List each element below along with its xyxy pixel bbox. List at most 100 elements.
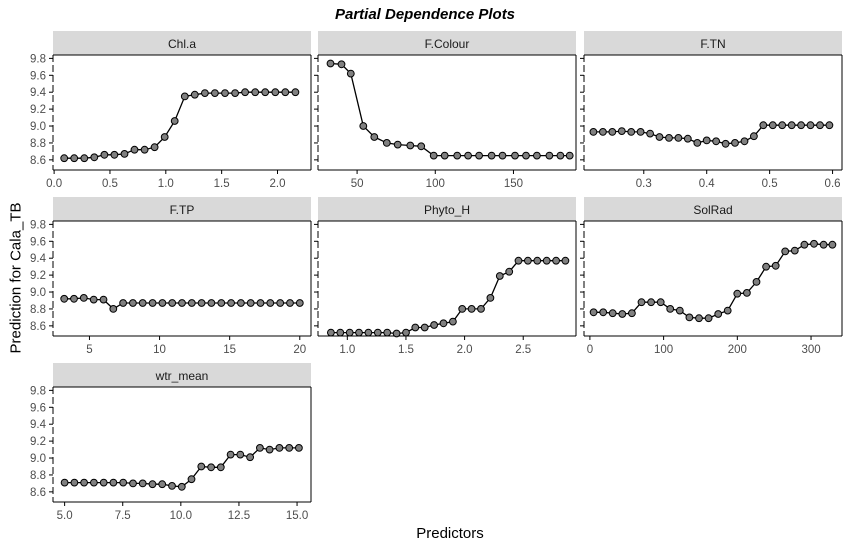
data-point	[392, 329, 401, 338]
data-point	[231, 89, 240, 97]
data-point	[140, 145, 149, 154]
data-point	[246, 299, 255, 307]
data-point	[177, 482, 186, 491]
y-axis-label: Prediction for Cala_TB	[7, 202, 25, 354]
x-tick-label: 100	[654, 344, 673, 356]
data-point	[487, 151, 496, 160]
data-point	[411, 323, 420, 332]
data-point	[406, 141, 415, 150]
data-point	[511, 151, 519, 160]
data-point	[627, 128, 636, 136]
data-point	[449, 317, 457, 326]
data-point	[524, 256, 532, 265]
data-point	[197, 299, 206, 307]
data-point	[60, 478, 69, 487]
data-point	[420, 323, 429, 332]
y-tick-label: 9.8	[30, 385, 46, 397]
panel-f-tp: F.TP 8.6 8.8 9.0 9.2 9.4 9.6 9.8 5 10 15 20	[30, 197, 312, 356]
x-tick-label: 20	[293, 344, 306, 356]
data-point	[251, 88, 260, 97]
data-point	[552, 256, 560, 265]
data-point	[276, 299, 285, 307]
data-point	[800, 240, 809, 249]
data-point	[561, 256, 570, 265]
data-point	[226, 450, 235, 459]
y-tick-label: 8.8	[30, 138, 46, 150]
x-tick-label: 2.0	[269, 178, 285, 190]
x-tick-label: 0.5	[102, 178, 118, 190]
series-line-chl-a	[64, 91, 296, 159]
x-tick-label: 200	[728, 344, 747, 356]
data-point	[160, 133, 169, 141]
data-point	[599, 128, 607, 136]
data-point	[148, 480, 157, 489]
data-point	[743, 289, 751, 297]
data-point	[237, 299, 245, 307]
panel-chl-a: Chl.a 8.6 8.8 9.0 9.2 9.4 9.6 9.8 0.0 0.5 1.0 1.5 2.…	[30, 31, 312, 190]
data-point	[636, 128, 645, 136]
data-point	[90, 478, 98, 487]
x-tick-label: 2.5	[515, 344, 531, 356]
data-point	[138, 299, 147, 307]
data-point	[637, 298, 646, 307]
data-point	[655, 133, 664, 141]
y-tick-label: 8.6	[30, 487, 46, 499]
data-point	[295, 444, 303, 452]
y-tick-label: 9.6	[30, 70, 46, 82]
panel-strip-label: F.TP	[170, 203, 195, 217]
data-point	[464, 151, 473, 160]
data-point	[723, 306, 732, 315]
data-point	[120, 150, 129, 158]
data-point	[275, 444, 284, 452]
data-point	[458, 305, 467, 313]
x-tick-label: 15	[223, 344, 236, 356]
data-point	[345, 328, 354, 337]
x-tick-label: 0.6	[825, 178, 841, 190]
data-point	[383, 328, 392, 337]
data-point	[109, 305, 118, 313]
panel-strip	[584, 197, 842, 221]
data-point	[99, 478, 108, 487]
data-point	[545, 151, 554, 160]
data-point	[647, 298, 655, 307]
data-point	[816, 121, 824, 130]
data-point	[712, 137, 720, 146]
data-point	[187, 475, 196, 484]
data-point	[70, 294, 78, 303]
data-point	[495, 272, 504, 280]
panel-solrad: SolRad 0 100 200 300	[580, 197, 843, 356]
data-point	[291, 88, 300, 97]
data-point	[704, 314, 713, 323]
data-point	[439, 319, 448, 328]
data-point	[752, 278, 761, 286]
data-point	[119, 299, 127, 307]
data-point	[542, 256, 551, 265]
y-tick-label: 9.8	[30, 53, 46, 65]
data-point	[617, 127, 626, 136]
y-tick-label: 9.2	[30, 270, 46, 282]
panel-strip	[53, 197, 311, 221]
y-tick-label: 8.8	[30, 470, 46, 482]
data-point	[79, 294, 88, 302]
data-point	[768, 121, 777, 130]
x-tick-label: 10	[153, 344, 166, 356]
y-tick-label: 9.6	[30, 236, 46, 248]
data-point	[674, 134, 683, 142]
data-point	[207, 299, 216, 307]
data-point	[402, 328, 410, 337]
data-point	[60, 154, 69, 163]
panel-strip	[318, 197, 576, 221]
panel-strip-label: F.TN	[700, 37, 725, 51]
panel-strip	[53, 363, 311, 387]
data-point	[190, 90, 199, 99]
x-tick-label: 100	[426, 178, 445, 190]
data-point	[810, 239, 818, 248]
y-tick-label: 8.6	[30, 155, 46, 167]
data-point	[207, 463, 216, 472]
data-point	[628, 309, 636, 318]
data-point	[346, 69, 355, 78]
data-point	[285, 444, 294, 452]
x-axis-label: Predictors	[416, 525, 484, 542]
x-tick-label: 2.0	[457, 344, 473, 356]
y-tick-label: 9.2	[30, 104, 46, 116]
